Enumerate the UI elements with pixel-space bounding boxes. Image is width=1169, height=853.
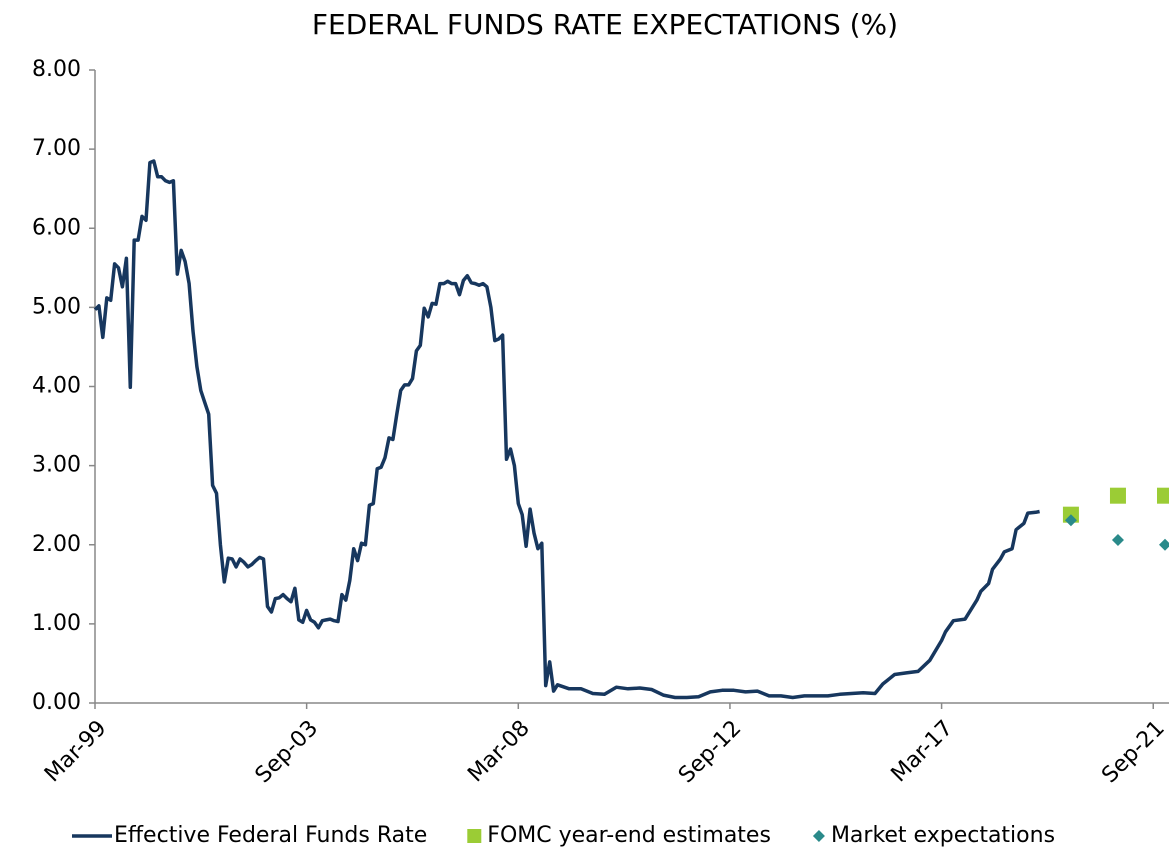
x-tick-label: Mar-08 xyxy=(463,716,534,787)
y-tick-label: 6.00 xyxy=(32,215,81,240)
diamond-marker xyxy=(1111,534,1124,547)
y-tick-label: 5.00 xyxy=(32,294,81,319)
y-tick-label: 2.00 xyxy=(32,532,81,557)
legend-label: Effective Federal Funds Rate xyxy=(114,823,427,848)
chart-title: FEDERAL FUNDS RATE EXPECTATIONS (%) xyxy=(312,8,898,41)
y-tick-label: 8.00 xyxy=(32,57,81,82)
y-tick-label: 3.00 xyxy=(32,453,81,478)
diamond-marker xyxy=(1064,514,1077,527)
legend-swatch xyxy=(812,830,825,842)
diamond-marker xyxy=(1159,538,1169,551)
square-marker xyxy=(1109,487,1126,504)
x-tick-label: Sep-12 xyxy=(674,716,746,788)
x-tick-label: Mar-99 xyxy=(40,716,111,787)
x-tick-label: Sep-03 xyxy=(251,716,323,788)
y-tick-label: 7.00 xyxy=(32,136,81,161)
x-tick-label: Mar-17 xyxy=(887,716,958,787)
y-tick-label: 0.00 xyxy=(32,690,81,715)
line-series xyxy=(93,159,1040,700)
y-tick-label: 1.00 xyxy=(32,611,81,636)
square-marker xyxy=(1157,487,1169,504)
x-tick-label: Sep-21 xyxy=(1097,716,1169,788)
y-tick-label: 4.00 xyxy=(32,374,81,399)
legend-label: Market expectations xyxy=(831,823,1055,848)
legend-swatch xyxy=(467,829,482,843)
legend-label: FOMC year-end estimates xyxy=(487,823,771,848)
